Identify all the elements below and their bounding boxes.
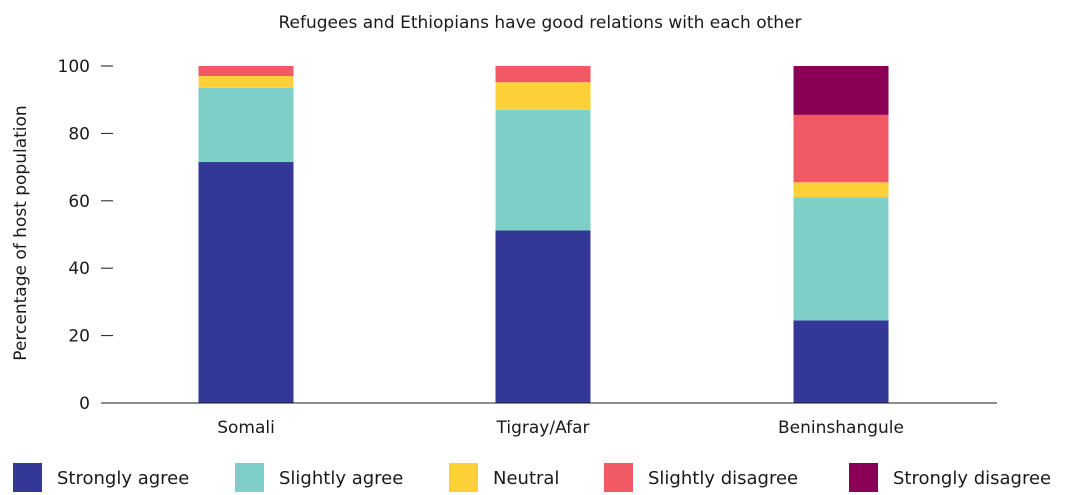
bar-segment-1-3 (198, 76, 294, 88)
x-tick-label: Tigray/Afar (496, 418, 590, 438)
legend-swatch (13, 463, 42, 492)
y-tick-label: 100 (58, 57, 90, 77)
bar-segment-2-2 (495, 109, 591, 231)
y-axis: 0 20 40 60 80 100 (58, 57, 113, 414)
legend-label: Slightly disagree (648, 468, 798, 489)
legend-label: Strongly agree (57, 468, 189, 489)
legend-swatch (849, 463, 878, 492)
chart-title: Refugees and Ethiopians have good relati… (279, 13, 802, 33)
legend-swatch (449, 463, 478, 492)
y-tick-label: 80 (68, 124, 90, 144)
bar-segment-3-5 (793, 66, 889, 115)
legend-label: Neutral (493, 468, 559, 489)
bar-segment-1-1 (198, 162, 294, 403)
bars (198, 66, 889, 403)
x-tick-label: Beninshangule (778, 418, 904, 438)
bar-segment-1-4 (198, 66, 294, 77)
y-tick-label: 60 (68, 192, 90, 212)
bar-segment-3-4 (793, 114, 889, 183)
bar-segment-2-3 (495, 82, 591, 110)
bar-segment-3-3 (793, 182, 889, 198)
bar-segment-3-2 (793, 197, 889, 321)
y-tick-label: 40 (68, 259, 90, 279)
y-tick-label: 20 (68, 327, 90, 347)
legend-swatch (604, 463, 633, 492)
bar-segment-1-2 (198, 87, 294, 163)
legend-label: Strongly disagree (893, 468, 1051, 489)
bar-segment-2-1 (495, 230, 591, 403)
bar-segment-3-1 (793, 320, 889, 403)
x-axis-labels: Somali Tigray/Afar Beninshangule (217, 418, 904, 438)
y-tick-label: 0 (79, 394, 90, 414)
legend-label: Slightly agree (279, 468, 403, 489)
bar-segment-2-4 (495, 66, 591, 83)
x-tick-label: Somali (217, 418, 275, 438)
y-axis-title: Percentage of host population (11, 105, 31, 360)
legend-swatch (235, 463, 264, 492)
legend: Strongly agree Slightly agree Neutral Sligh… (13, 463, 1051, 492)
